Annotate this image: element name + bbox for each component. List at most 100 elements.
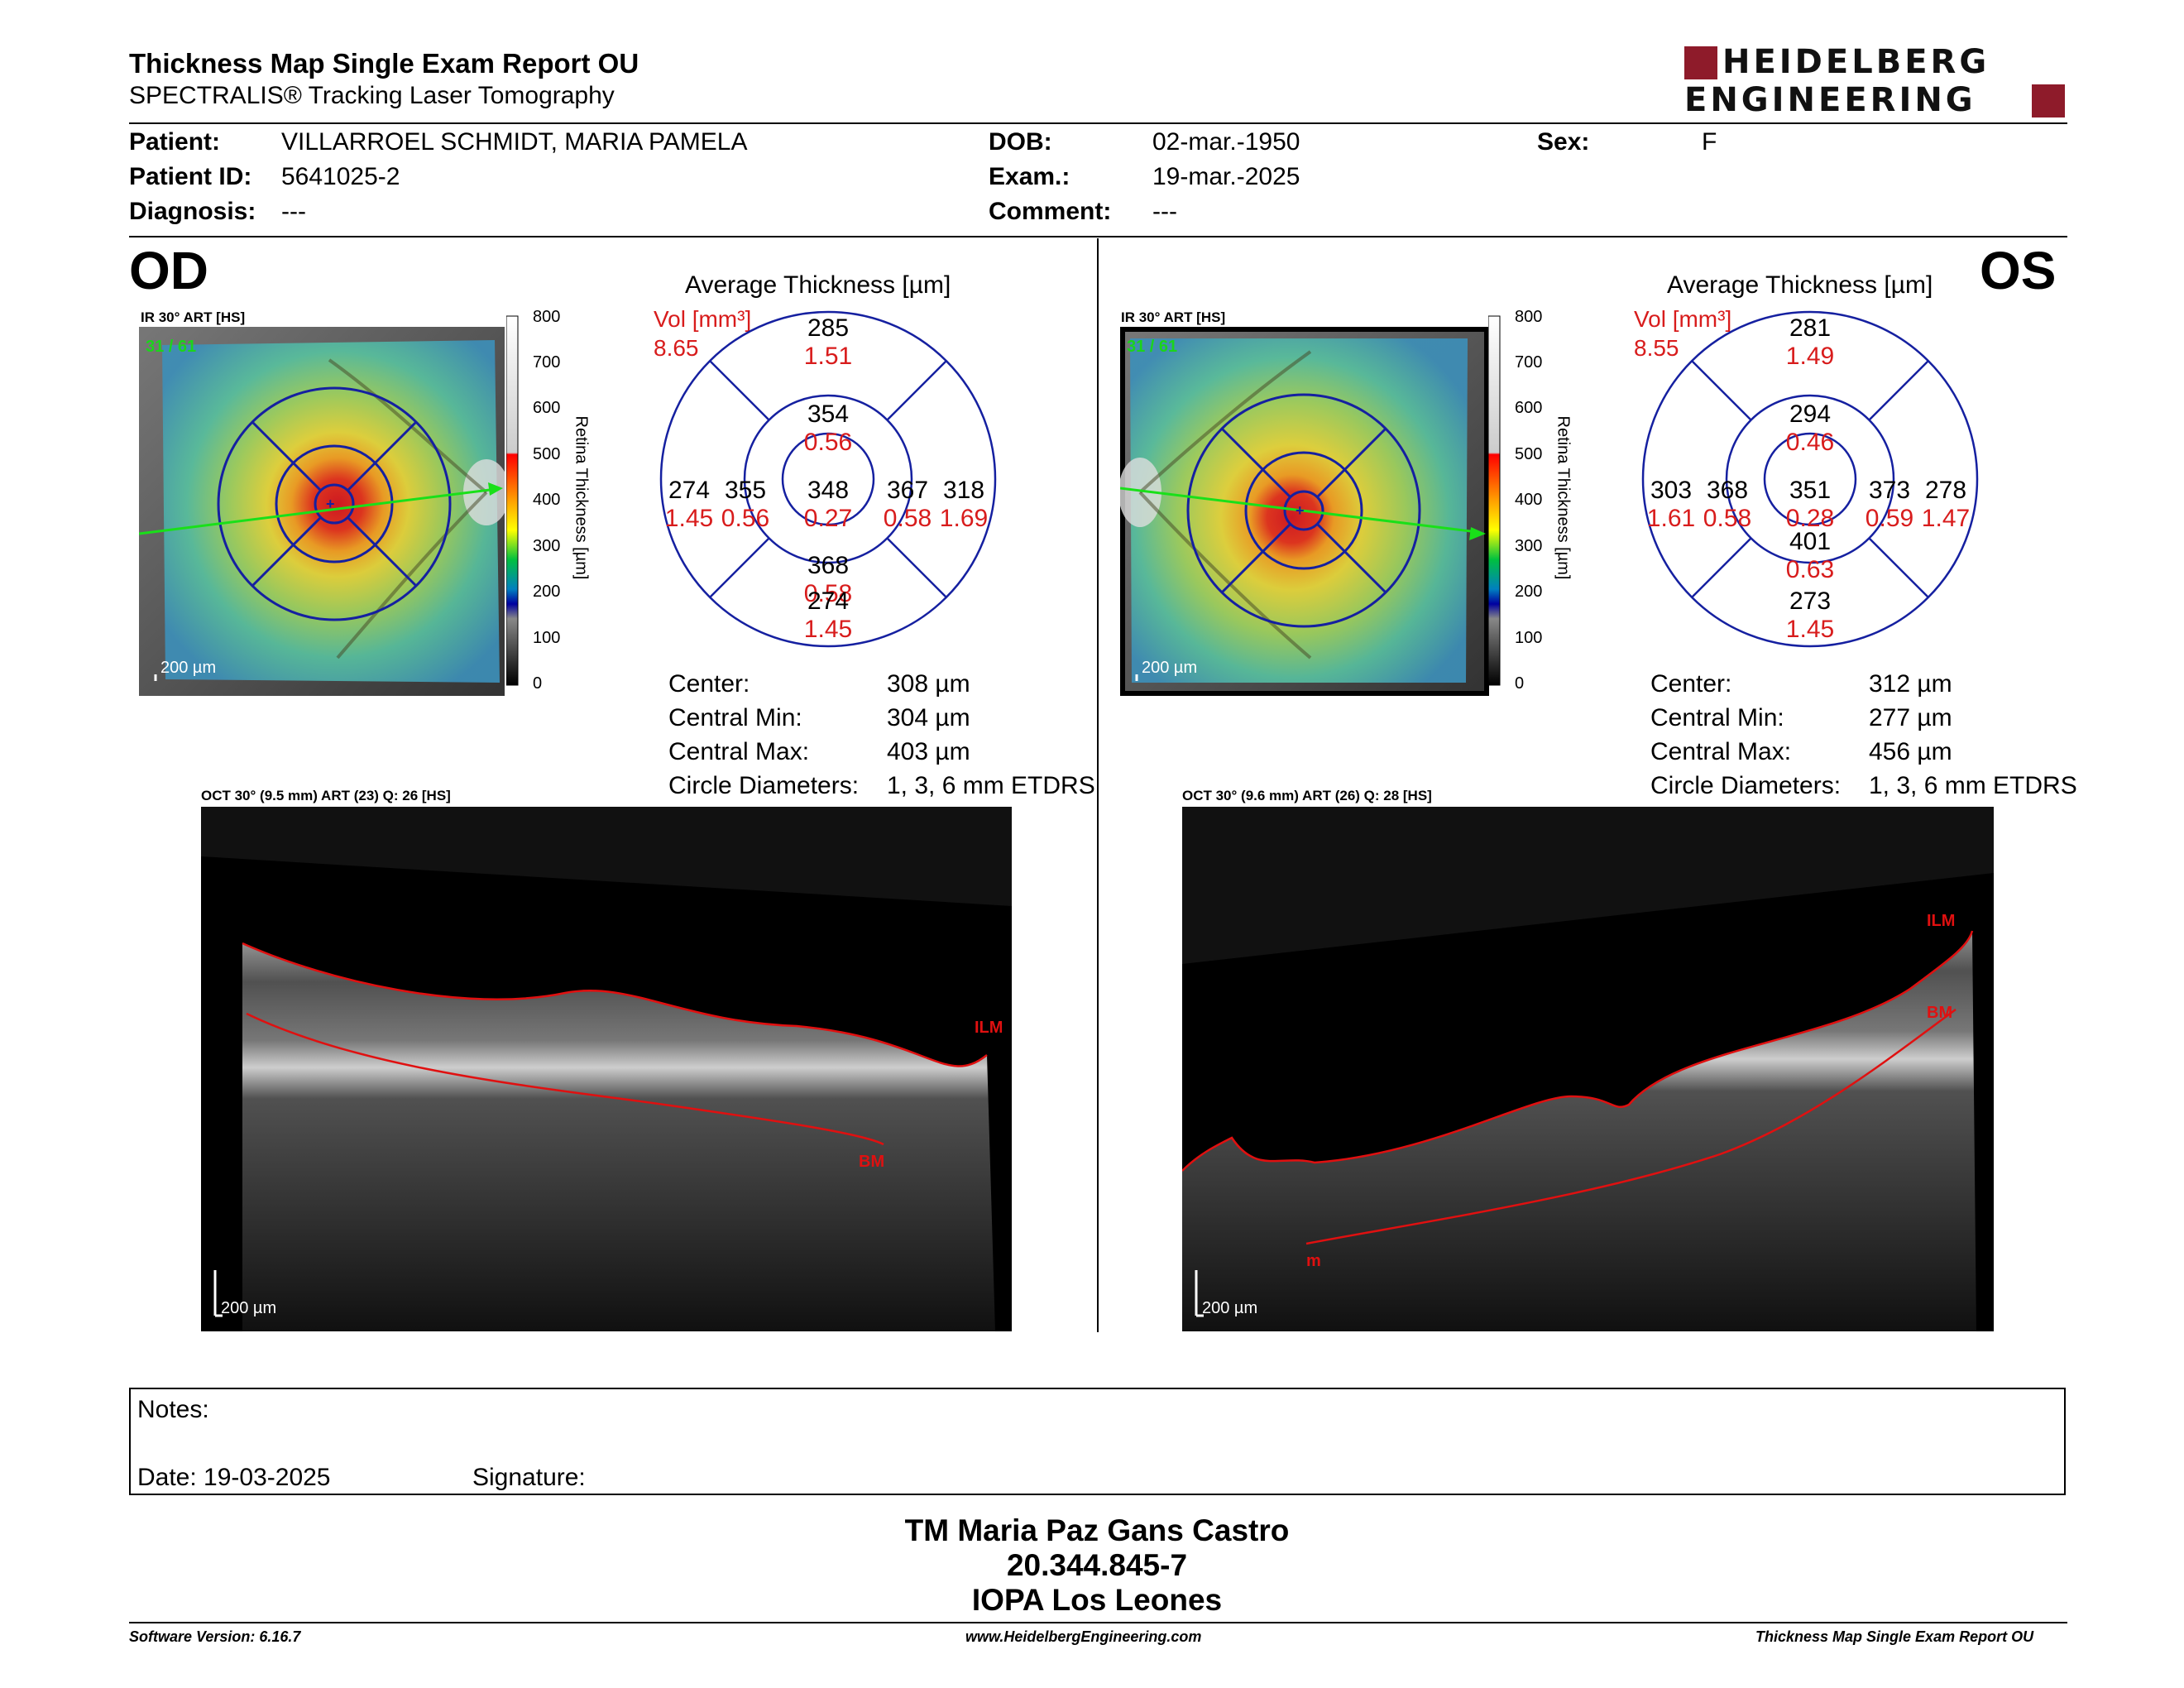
tick: 100 [1515,629,1543,647]
logo-line1: HEIDELBERG [1722,43,1990,81]
os-outer-right-thickness: 278 [1924,477,1967,504]
sex-value: F [1702,128,1717,156]
od-etdrs-values: 348 0.27 354 0.56 368 0.58 355 0.56 367 … [659,309,998,649]
od-inner-right-thickness: 367 [886,477,929,504]
tick: 800 [1515,308,1543,326]
os-center-thickness: 351 [1789,477,1832,504]
os-inner-left-volume: 0.58 [1703,505,1752,532]
od-min-label: Central Min: [668,704,802,731]
os-inner-right-thickness: 373 [1868,477,1911,504]
header-divider [129,122,2067,124]
os-outer-inf-thickness: 273 [1789,587,1832,615]
diagnosis-value: --- [281,198,306,225]
os-avg-title: Average Thickness [µm] [1667,271,1933,299]
od-outer-sup-thickness: 285 [807,314,850,342]
logo-square-icon [1684,46,1717,79]
os-diam-label: Circle Diameters: [1650,772,1842,799]
od-center-volume: 0.27 [803,505,853,532]
od-ir-thickness-map: + 31 / 61 200 µm [139,327,505,696]
od-diam-value: 1, 3, 6 mm ETDRS [887,772,1095,799]
od-inner-sup-thickness: 354 [807,400,850,428]
os-center-value: 312 µm [1869,670,1952,698]
patient-id-label: Patient ID: [129,163,252,190]
od-oct-label: OCT 30° (9.5 mm) ART (23) Q: 26 [HS] [201,788,451,803]
od-max-value: 403 µm [887,738,970,765]
os-inner-sup-thickness: 294 [1789,400,1832,428]
report-title: Thickness Map Single Exam Report OU [129,48,639,79]
website-link[interactable]: www.HeidelbergEngineering.com [965,1628,1202,1645]
od-vol-label: Vol [mm³] [654,306,752,332]
sex-label: Sex: [1537,128,1590,156]
os-inner-inf-thickness: 401 [1789,528,1832,555]
od-min-value: 304 µm [887,704,970,731]
od-colorbar [506,315,519,686]
os-bm-label: BM [1927,1004,1952,1022]
od-outer-sup-volume: 1.51 [803,343,853,370]
tick: 200 [1515,583,1543,601]
od-ilm-label: ILM [975,1019,1003,1037]
os-inner-left-thickness: 368 [1706,477,1749,504]
os-colorbar-label: Retina Thickness [µm] [1554,415,1573,580]
od-inner-inf-volume: 0.58 [803,580,853,607]
tick: 500 [1515,445,1543,463]
notes-box: Notes: Date: 19-03-2025 Signature: [129,1388,2066,1495]
notes-date: Date: 19-03-2025 [137,1464,331,1491]
software-version: Software Version: 6.16.7 [129,1628,301,1645]
tick: 0 [533,674,543,693]
tick: 300 [533,537,561,555]
os-max-value: 456 µm [1869,738,1952,765]
os-colorbar [1488,315,1501,686]
od-ir-scale: 200 µm [160,659,216,677]
signatory-name: TM Maria Paz Gans Castro [904,1513,1290,1547]
od-inner-left-thickness: 355 [724,477,767,504]
diagnosis-label: Diagnosis: [129,198,256,225]
tick: 300 [1515,537,1543,555]
od-etdrs-grid [659,310,997,648]
od-center-thickness: 348 [807,477,850,504]
od-outer-left-thickness: 274 [668,477,711,504]
od-oct-scale: 200 µm [221,1299,276,1317]
tick: 400 [1515,491,1543,509]
notes-label: Notes: [137,1396,209,1423]
os-center-label: Center: [1650,670,1732,698]
os-ir-thickness-map: + 31 / 61 200 µm [1120,327,1489,696]
comment-value: --- [1152,198,1177,225]
svg-text:+: + [1296,502,1305,519]
os-ilm-label: ILM [1927,912,1955,930]
os-etdrs-values: 351 0.28 294 0.46 401 0.63 368 0.58 373 … [1640,309,1980,649]
od-outer-right-volume: 1.69 [939,505,989,532]
od-center-value: 308 µm [887,670,970,698]
od-center-label: Center: [668,670,750,698]
eyes-divider [1097,238,1099,1332]
os-oct-scale: 200 µm [1202,1299,1257,1317]
footer-report-name: Thickness Map Single Exam Report OU [1755,1628,2034,1645]
patient-id-value: 5641025-2 [281,163,400,190]
od-max-label: Central Max: [668,738,810,765]
os-inner-right-volume: 0.59 [1865,505,1914,532]
od-colorbar-ticks: 800 700 600 500 400 300 200 100 0 [533,308,574,693]
os-center-volume: 0.28 [1785,505,1835,532]
od-diam-label: Circle Diameters: [668,772,860,799]
exam-value: 19-mar.-2025 [1152,163,1300,190]
tick: 800 [533,308,561,326]
os-inner-inf-volume: 0.63 [1785,556,1835,583]
od-inner-inf-thickness: 368 [807,552,850,579]
os-vol-label: Vol [mm³] [1634,306,1732,332]
dob-value: 02-mar.-1950 [1152,128,1300,156]
os-colorbar-ticks: 800 700 600 500 400 300 200 100 0 [1515,308,1556,693]
od-eye-label: OD [129,241,208,300]
tick: 400 [533,491,561,509]
os-etdrs-grid [1641,310,1979,648]
dob-label: DOB: [989,128,1052,156]
os-eye-label: OS [1980,241,2057,300]
exam-label: Exam.: [989,163,1070,190]
svg-text:+: + [326,496,335,512]
os-ir-label: IR 30° ART [HS] [1121,309,1226,325]
od-ir-label: IR 30° ART [HS] [141,309,246,325]
os-outer-sup-thickness: 281 [1789,314,1832,342]
tick: 700 [1515,353,1543,372]
od-outer-left-volume: 1.45 [664,505,714,532]
os-max-label: Central Max: [1650,738,1792,765]
os-outer-left-thickness: 303 [1650,477,1693,504]
od-outer-inf-thickness: 274 [807,587,850,615]
